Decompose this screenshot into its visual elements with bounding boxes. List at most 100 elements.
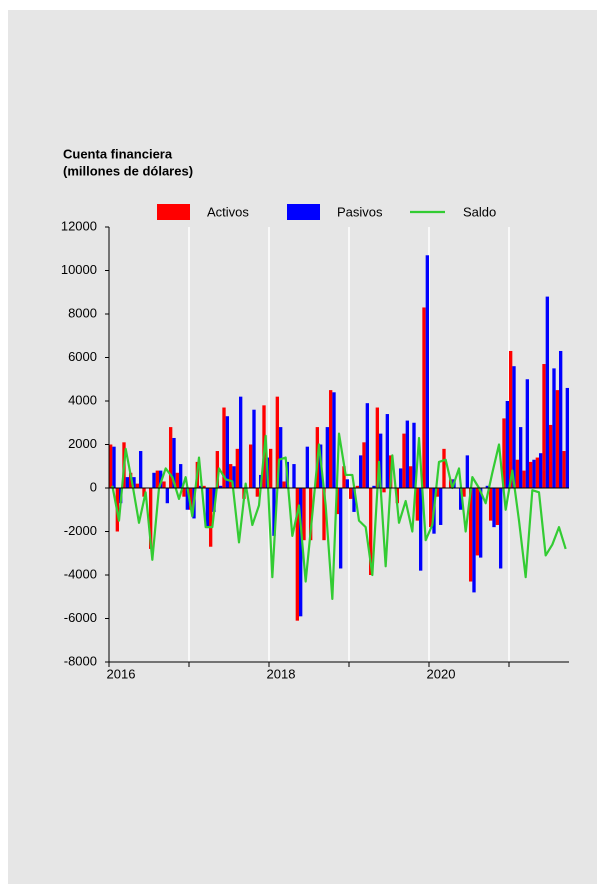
bar (169, 427, 173, 488)
bar (219, 485, 223, 488)
bar (279, 427, 283, 488)
bar (489, 488, 493, 521)
bar (542, 364, 546, 488)
bar (382, 488, 386, 493)
legend-label: Saldo (463, 204, 496, 219)
y-tick-label: 12000 (61, 218, 97, 233)
bar (555, 390, 559, 488)
bar (535, 457, 539, 488)
bar (112, 446, 116, 488)
bar (562, 451, 566, 488)
bar (339, 488, 343, 569)
bar (399, 468, 403, 488)
bar (385, 414, 389, 488)
bar (525, 379, 529, 488)
legend-label: Pasivos (337, 204, 383, 219)
bar (519, 427, 523, 488)
bar (222, 407, 226, 488)
legend-swatch (157, 204, 190, 220)
bar (475, 488, 479, 556)
bar (442, 448, 446, 488)
bar (309, 488, 313, 541)
y-tick-label: 2000 (68, 436, 97, 451)
bar (499, 488, 503, 569)
bar (209, 488, 213, 547)
bar (415, 488, 419, 521)
bar (295, 488, 299, 621)
bar (249, 444, 253, 488)
bar (472, 488, 476, 593)
y-tick-label: -4000 (64, 566, 97, 581)
bar (529, 461, 533, 488)
bar (492, 488, 496, 528)
y-tick-label: -6000 (64, 610, 97, 625)
y-tick-label: 6000 (68, 349, 97, 364)
bar (282, 481, 286, 488)
x-tick-label: 2018 (267, 666, 296, 681)
bar (549, 424, 553, 488)
bar (365, 403, 369, 488)
x-tick-label: 2020 (427, 666, 456, 681)
bar (299, 488, 303, 617)
bar (322, 488, 326, 541)
bar (125, 477, 129, 488)
line (111, 432, 567, 601)
bar (305, 446, 309, 488)
bar (215, 451, 219, 488)
chart-subtitle: (millones de dólares) (63, 163, 193, 178)
bar (419, 488, 423, 571)
bar (485, 485, 489, 488)
bar (269, 448, 273, 488)
bar (149, 488, 153, 549)
bar (165, 488, 169, 504)
chart-title: Cuenta financiera (63, 146, 173, 161)
bar (345, 479, 349, 488)
bar (302, 488, 306, 541)
bar (109, 444, 113, 488)
bar (362, 442, 366, 488)
bar (515, 459, 519, 488)
bar (552, 368, 556, 488)
bar (422, 307, 426, 488)
bar (292, 464, 296, 488)
bar (349, 488, 353, 499)
bar (199, 485, 203, 488)
bar (175, 472, 179, 488)
bar (539, 453, 543, 488)
bar (162, 481, 166, 488)
bar (565, 387, 569, 488)
y-tick-label: 4000 (68, 392, 97, 407)
bar (369, 488, 373, 575)
bar (502, 418, 506, 488)
bar (139, 451, 143, 488)
bar (235, 448, 239, 488)
legend-label: Activos (207, 204, 249, 219)
bar (359, 455, 363, 488)
y-tick-label: 0 (90, 479, 97, 494)
x-tick-label: 2016 (107, 666, 136, 681)
bar (142, 488, 146, 497)
bar (332, 392, 336, 488)
bar (402, 433, 406, 488)
bar (159, 470, 163, 488)
bar (505, 401, 509, 488)
bar (532, 459, 536, 488)
bar (229, 464, 233, 488)
bar (372, 485, 376, 488)
legend-swatch (287, 204, 320, 220)
bar (352, 488, 356, 512)
bar (425, 255, 429, 488)
bar (439, 488, 443, 525)
bar (185, 488, 189, 510)
bar (202, 485, 206, 488)
bar (435, 488, 439, 497)
bar (429, 488, 433, 528)
bar (412, 422, 416, 488)
bar (135, 483, 139, 488)
bar (275, 396, 279, 488)
bar (132, 477, 136, 488)
bar (465, 455, 469, 488)
bar (459, 488, 463, 510)
